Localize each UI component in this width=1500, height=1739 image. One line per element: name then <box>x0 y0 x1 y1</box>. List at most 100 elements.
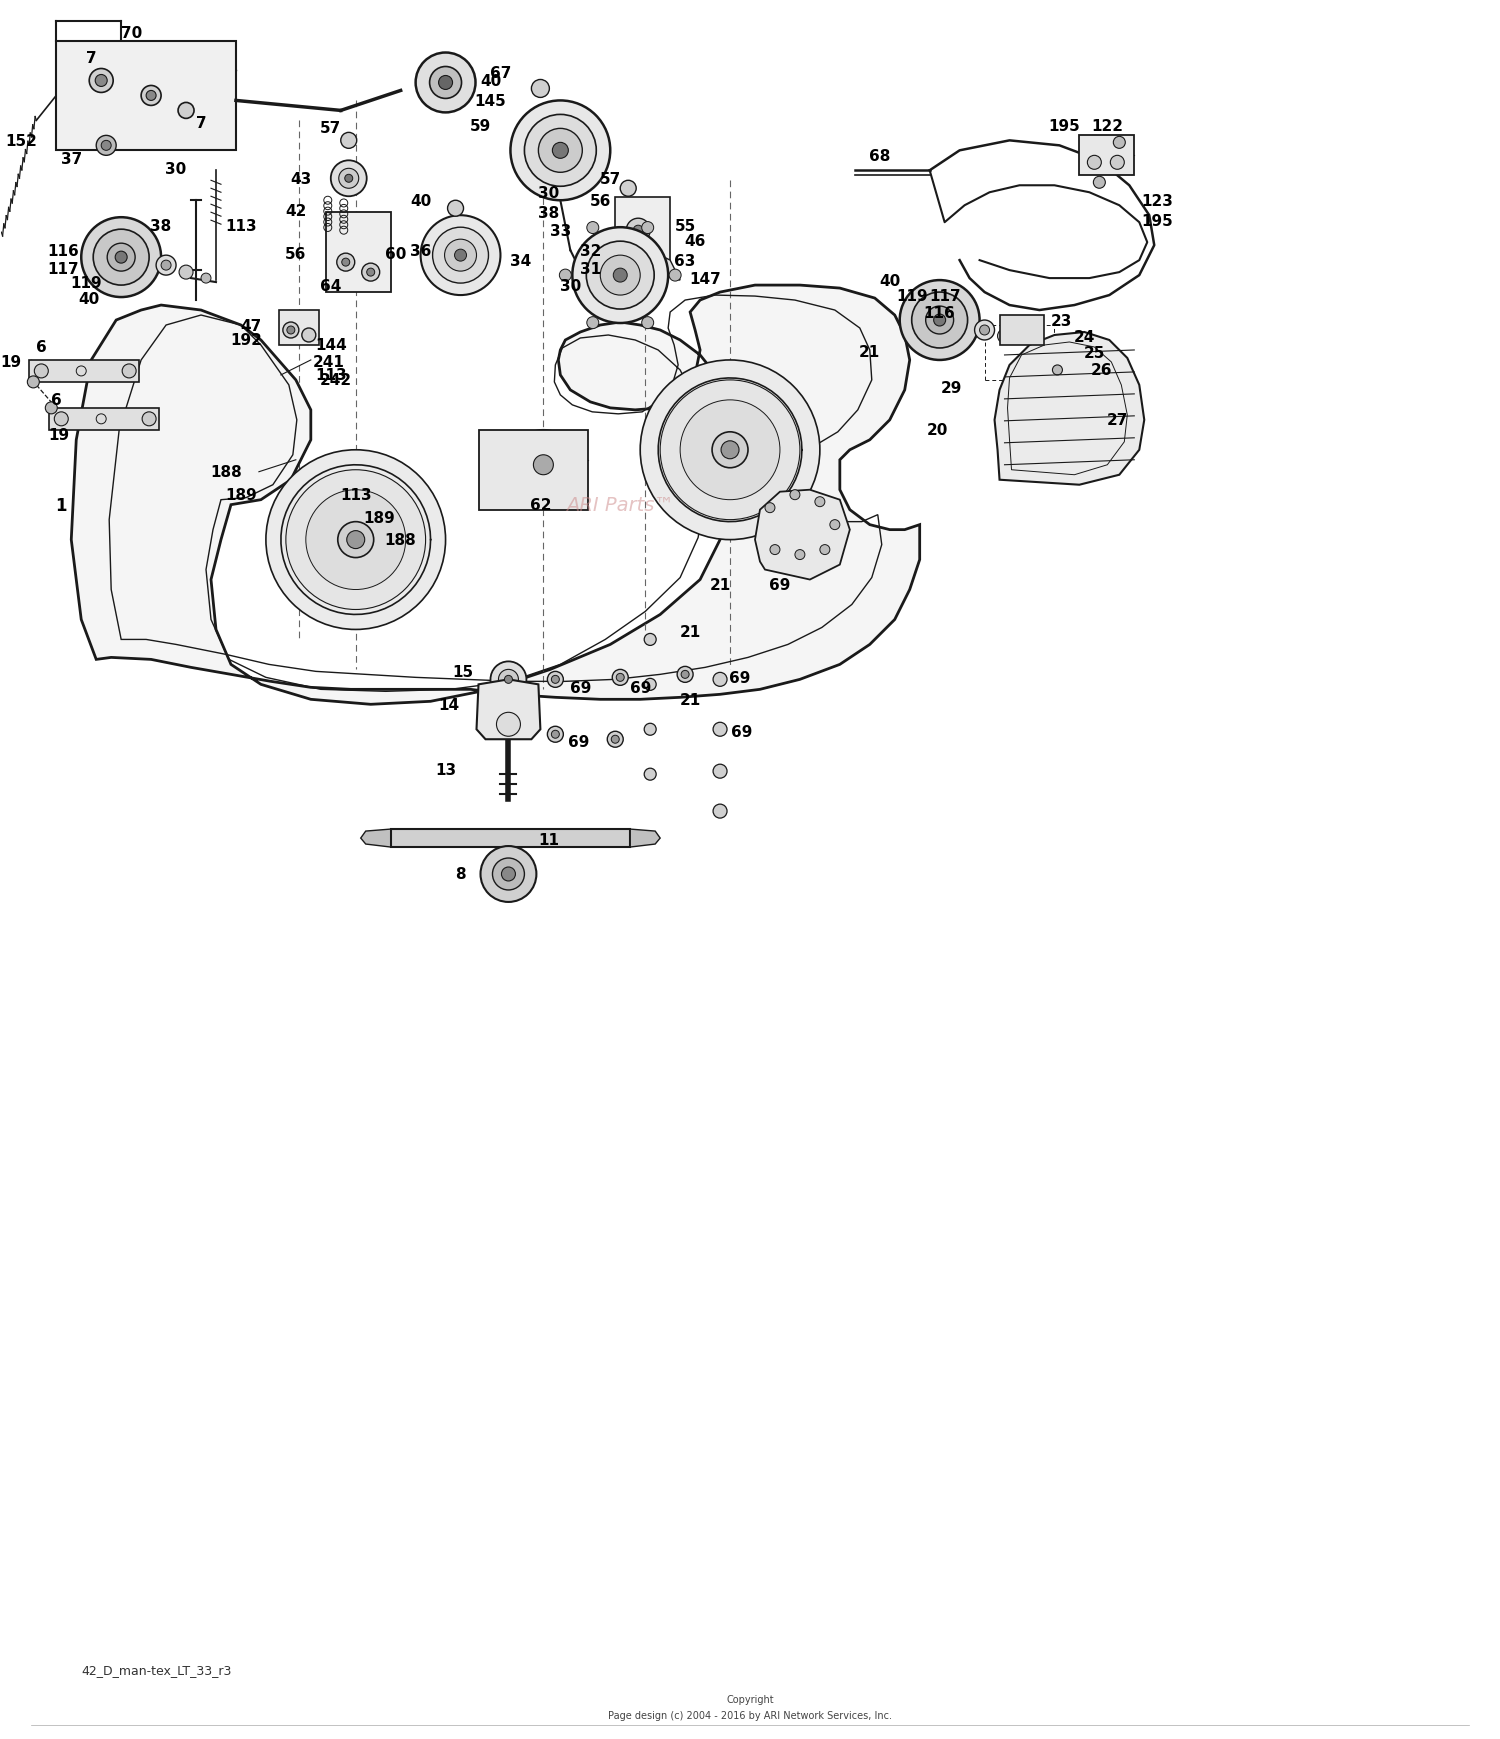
Circle shape <box>447 202 464 217</box>
Circle shape <box>712 723 728 737</box>
Circle shape <box>900 282 980 360</box>
Circle shape <box>339 169 358 190</box>
Text: 192: 192 <box>230 334 262 348</box>
Text: 40: 40 <box>879 273 900 289</box>
Circle shape <box>712 765 728 779</box>
Bar <box>279 311 320 346</box>
Bar <box>615 198 670 273</box>
Circle shape <box>669 270 681 282</box>
Circle shape <box>560 270 572 282</box>
Text: 69: 69 <box>732 725 753 739</box>
Text: 113: 113 <box>225 219 256 233</box>
Text: 60: 60 <box>386 247 406 261</box>
Circle shape <box>638 257 652 275</box>
Circle shape <box>480 847 537 903</box>
Text: 25: 25 <box>1083 346 1106 362</box>
Circle shape <box>100 141 111 151</box>
Text: 32: 32 <box>579 243 602 259</box>
Bar <box>478 431 588 510</box>
Text: 188: 188 <box>386 532 417 548</box>
Text: 11: 11 <box>538 831 560 847</box>
Circle shape <box>345 176 352 183</box>
Text: 15: 15 <box>452 664 472 680</box>
Circle shape <box>495 478 502 487</box>
Text: 62: 62 <box>530 497 550 513</box>
Bar <box>57 42 236 151</box>
Circle shape <box>93 230 148 285</box>
Text: 7: 7 <box>195 117 207 130</box>
Text: 29: 29 <box>940 381 963 396</box>
Circle shape <box>1053 365 1062 376</box>
Circle shape <box>510 101 610 202</box>
Text: 69: 69 <box>630 680 651 696</box>
Text: 26: 26 <box>1090 363 1112 377</box>
Polygon shape <box>360 830 390 847</box>
Text: 46: 46 <box>684 233 706 249</box>
Text: 68: 68 <box>868 150 891 163</box>
Text: 113: 113 <box>315 369 346 383</box>
Text: 37: 37 <box>60 151 82 167</box>
Circle shape <box>141 87 160 106</box>
Circle shape <box>573 228 668 323</box>
Circle shape <box>586 318 598 329</box>
Circle shape <box>286 327 296 336</box>
Circle shape <box>432 228 489 283</box>
Circle shape <box>34 365 48 379</box>
Polygon shape <box>994 332 1144 485</box>
Circle shape <box>438 77 453 90</box>
Circle shape <box>106 243 135 271</box>
Text: 7: 7 <box>86 50 96 66</box>
Circle shape <box>94 75 106 87</box>
Circle shape <box>266 450 446 630</box>
Circle shape <box>626 219 650 243</box>
Circle shape <box>201 275 211 283</box>
Text: 63: 63 <box>675 254 696 268</box>
Text: 42: 42 <box>285 203 306 219</box>
Text: Page design (c) 2004 - 2016 by ARI Network Services, Inc.: Page design (c) 2004 - 2016 by ARI Netwo… <box>608 1711 892 1720</box>
Text: 56: 56 <box>590 193 610 209</box>
Circle shape <box>712 673 728 687</box>
Circle shape <box>586 242 654 310</box>
Bar <box>999 316 1044 346</box>
Circle shape <box>492 859 525 890</box>
Text: 195: 195 <box>1142 214 1173 228</box>
Text: 30: 30 <box>165 162 186 177</box>
Text: 188: 188 <box>210 464 242 480</box>
Text: 21: 21 <box>859 346 880 360</box>
Text: 19: 19 <box>48 428 70 443</box>
Text: 21: 21 <box>680 692 700 708</box>
Circle shape <box>454 250 466 263</box>
Circle shape <box>644 769 656 781</box>
Text: 242: 242 <box>320 374 352 388</box>
Circle shape <box>644 723 656 736</box>
Circle shape <box>765 503 776 513</box>
Circle shape <box>644 635 656 647</box>
Circle shape <box>178 103 194 120</box>
Text: 119: 119 <box>896 289 927 303</box>
Text: 13: 13 <box>435 762 456 777</box>
Text: 123: 123 <box>1142 193 1173 209</box>
Circle shape <box>612 736 620 744</box>
Text: 33: 33 <box>549 224 572 238</box>
Circle shape <box>1094 177 1106 190</box>
Circle shape <box>1007 329 1017 337</box>
Circle shape <box>156 256 176 277</box>
Text: 36: 36 <box>410 243 432 259</box>
Text: Copyright: Copyright <box>726 1694 774 1704</box>
Text: 23: 23 <box>1050 313 1072 329</box>
Circle shape <box>525 115 597 188</box>
Circle shape <box>284 323 298 339</box>
Circle shape <box>96 414 106 424</box>
Circle shape <box>680 400 780 501</box>
Circle shape <box>975 320 994 341</box>
Circle shape <box>534 489 548 503</box>
Circle shape <box>490 663 526 697</box>
Text: 34: 34 <box>510 254 531 268</box>
Text: 64: 64 <box>320 278 342 294</box>
Text: 57: 57 <box>320 120 342 136</box>
Circle shape <box>342 259 350 268</box>
Polygon shape <box>477 680 540 739</box>
Circle shape <box>1029 329 1039 337</box>
Text: 21: 21 <box>710 577 730 593</box>
Circle shape <box>1113 137 1125 150</box>
